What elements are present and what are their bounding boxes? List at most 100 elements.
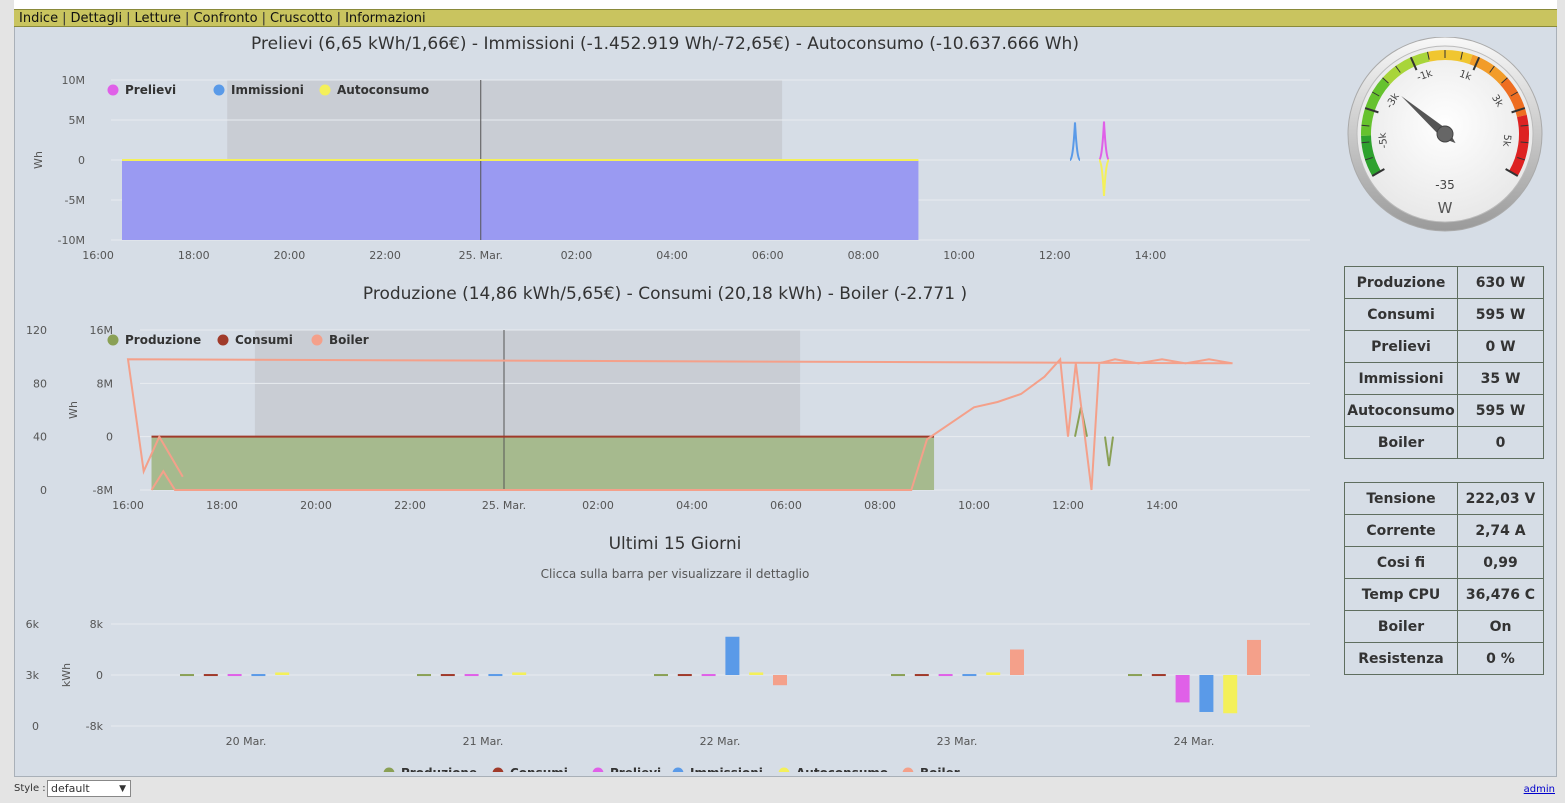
x-tick-label: 20 Mar.	[226, 735, 267, 748]
x-tick-label: 20:00	[300, 499, 332, 512]
y-tick-label-right: -8M	[93, 484, 113, 497]
style-select-value: default	[51, 782, 90, 795]
stat-value: 36,476 C	[1457, 578, 1544, 611]
system-stats-table: Tensione 222,03 V Corrente 2,74 A Cosi fi 0…	[1344, 482, 1544, 675]
legend-item-prelievi: Prelievi	[125, 83, 176, 97]
bar-produzione	[417, 674, 431, 677]
legend-marker	[107, 84, 119, 96]
gauge-tick	[1510, 91, 1518, 97]
gauge-color-band	[1382, 51, 1430, 85]
gauge-tick	[1511, 107, 1526, 114]
x-tick-label: 25. Mar.	[482, 499, 526, 512]
chart2-svg: 120 16M 80 8M 40 0 0 -8M Wh 18:00 20:00 22:00 25. Ma…	[26, 324, 1310, 512]
stat-value: 0 W	[1457, 330, 1544, 363]
chevron-down-icon: ▼	[119, 784, 126, 794]
legend-marker	[107, 334, 119, 346]
menu-cruscotto[interactable]: Cruscotto	[269, 11, 333, 26]
bar-produzione	[1128, 674, 1142, 677]
table-row: Temp CPU 36,476 C	[1344, 578, 1544, 611]
stat-label: Resistenza	[1344, 642, 1458, 675]
admin-link[interactable]: admin	[1523, 784, 1555, 795]
x-tick-label: 16:00	[112, 499, 144, 512]
gauge-tick	[1361, 141, 1370, 144]
chart3-subtitle: Clicca sulla barra per visualizzare il d…	[540, 567, 810, 581]
gauge-color-band	[1509, 114, 1529, 176]
table-row: Consumi 595 W	[1344, 298, 1544, 331]
bar-consumi	[914, 674, 929, 677]
legend-marker	[383, 767, 395, 772]
y-axis-title: kWh	[60, 663, 73, 687]
table-row: Resistenza 0 %	[1344, 642, 1544, 675]
stat-value: 0,99	[1457, 546, 1544, 579]
x-tick-label: 22 Mar.	[700, 735, 741, 748]
legend-marker	[311, 334, 323, 346]
stat-label: Boiler	[1344, 426, 1458, 459]
bar-produzione	[891, 674, 905, 677]
x-tick-label: 18:00	[206, 499, 238, 512]
chart2-title: Produzione (14,86 kWh/5,65€) - Consumi (…	[362, 284, 968, 304]
power-stats-table: Produzione 630 W Consumi 595 W Prelievi 0 W…	[1344, 266, 1544, 459]
menu-informazioni[interactable]: Informazioni	[345, 11, 426, 26]
legend-item-prelievi: Prelievi	[610, 766, 661, 772]
menu-letture[interactable]: Letture	[134, 11, 182, 26]
x-tick-label: 18:00	[178, 249, 210, 262]
bar-immissioni	[1199, 675, 1214, 712]
menu-separator: |	[261, 11, 266, 26]
gauge-color-band	[1427, 50, 1473, 65]
menu-dettagli[interactable]: Dettagli	[70, 11, 123, 26]
stat-value: 0 %	[1457, 642, 1544, 675]
table-row: Boiler 0	[1344, 426, 1544, 459]
table-row: Prelievi 0 W	[1344, 330, 1544, 363]
immissioni-spike	[1069, 122, 1081, 161]
stat-value: 595 W	[1457, 298, 1544, 331]
chart3-title: Ultimi 15 Giorni	[608, 534, 742, 554]
y-tick-label-left: 0	[40, 484, 47, 497]
stat-value: 2,74 A	[1457, 514, 1544, 547]
bar-immissioni	[251, 674, 266, 677]
y-tick-label-right: -8k	[86, 720, 104, 733]
bar-produzione	[180, 674, 194, 677]
gauge-tick	[1505, 168, 1519, 177]
x-tick-label: 04:00	[676, 499, 708, 512]
y-tick-label-left: 80	[33, 377, 47, 390]
x-tick-label: 21 Mar.	[463, 735, 504, 748]
bar-autoconsumo	[1223, 675, 1238, 714]
legend-item-autoconsumo: Autoconsumo	[337, 83, 429, 97]
legend-item-produzione: Produzione	[125, 333, 201, 347]
y-tick-label: 5M	[69, 114, 86, 127]
menu-confronto[interactable]: Confronto	[193, 11, 258, 26]
bar-consumi	[203, 674, 218, 677]
gauge-tick	[1409, 56, 1418, 71]
bar-autoconsumo	[275, 672, 290, 675]
y-tick-label-right: 0	[106, 431, 113, 444]
y-tick-label-right: 8k	[90, 618, 104, 631]
legend-item-immissioni: Immissioni	[231, 83, 304, 97]
y-tick-label-left: 0	[32, 720, 39, 733]
y-tick-label: 10M	[62, 74, 86, 87]
x-tick-label: 06:00	[752, 249, 784, 262]
x-tick-label: 08:00	[864, 499, 896, 512]
y-axis-title: Wh	[67, 401, 80, 419]
gauge-tick-label: 1k	[1458, 69, 1473, 83]
menu-indice[interactable]: Indice	[19, 11, 59, 26]
boiler-line	[126, 356, 1233, 491]
gauge-tick	[1372, 91, 1380, 97]
legend-marker	[217, 334, 229, 346]
bar-consumi	[1151, 674, 1166, 677]
style-select[interactable]: default ▼	[47, 780, 131, 797]
gauge-tick	[1489, 65, 1495, 73]
gauge-tick	[1395, 65, 1401, 73]
gauge-tick	[1520, 141, 1529, 144]
gauge-tick	[1472, 56, 1481, 71]
chart1-svg: 10M 5M 0 -5M -10M Wh 18:00 20:00 22:00 25. Mar. 02…	[32, 74, 1310, 262]
immissioni-area	[122, 160, 919, 240]
stat-label: Prelievi	[1344, 330, 1458, 363]
stat-label: Boiler	[1344, 610, 1458, 643]
chart3-svg[interactable]: 6k 8k 3k 0 0 -8k kWh 20 Mar. 21 Mar. 22 Mar. 23 Ma…	[15, 587, 1335, 772]
y-axis-title: Wh	[32, 151, 45, 169]
x-tick-label: 12:00	[1052, 499, 1084, 512]
x-tick-label: 10:00	[943, 249, 975, 262]
bar-prelievi	[227, 674, 242, 677]
gauge-tick	[1427, 51, 1430, 60]
